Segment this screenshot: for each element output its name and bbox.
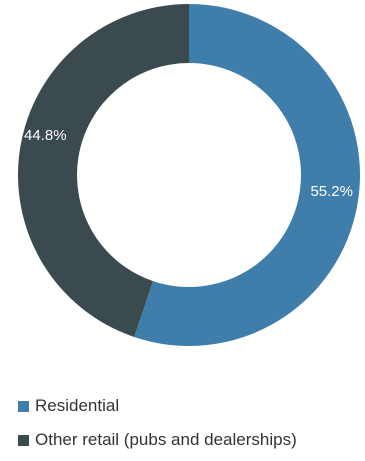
legend-item-residential: Residential — [18, 393, 297, 419]
chart-legend: Residential Other retail (pubs and deale… — [18, 393, 297, 461]
legend-label-other-retail: Other retail (pubs and dealerships) — [35, 430, 297, 449]
value-label-other-retail: 44.8% — [24, 127, 67, 144]
value-label-residential: 55.2% — [310, 183, 353, 200]
legend-item-other-retail: Other retail (pubs and dealerships) — [18, 427, 297, 453]
legend-swatch-residential — [18, 400, 29, 412]
slice-residential — [134, 4, 361, 346]
legend-swatch-other-retail — [18, 434, 29, 446]
slice-other-retail — [18, 4, 189, 337]
legend-label-residential: Residential — [35, 396, 120, 415]
